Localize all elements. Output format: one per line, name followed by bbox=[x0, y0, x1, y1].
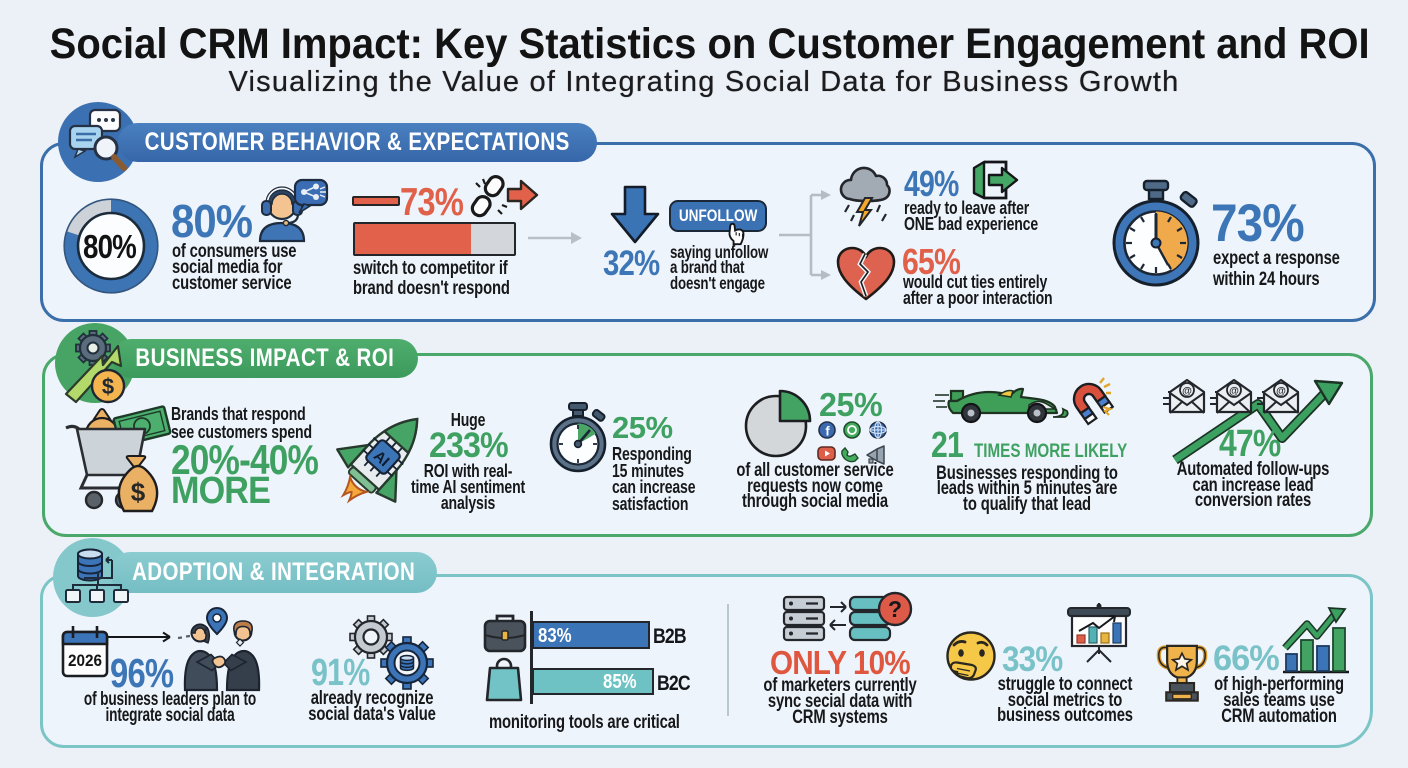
svg-text:?: ? bbox=[888, 596, 902, 622]
svg-text:@: @ bbox=[1276, 386, 1286, 397]
svg-text:@: @ bbox=[1229, 386, 1239, 397]
svg-text:2026: 2026 bbox=[68, 651, 102, 670]
svg-text:$: $ bbox=[131, 477, 146, 507]
svg-text:@: @ bbox=[1182, 386, 1192, 397]
svg-text:$: $ bbox=[102, 374, 114, 399]
svg-text:f: f bbox=[825, 424, 830, 439]
